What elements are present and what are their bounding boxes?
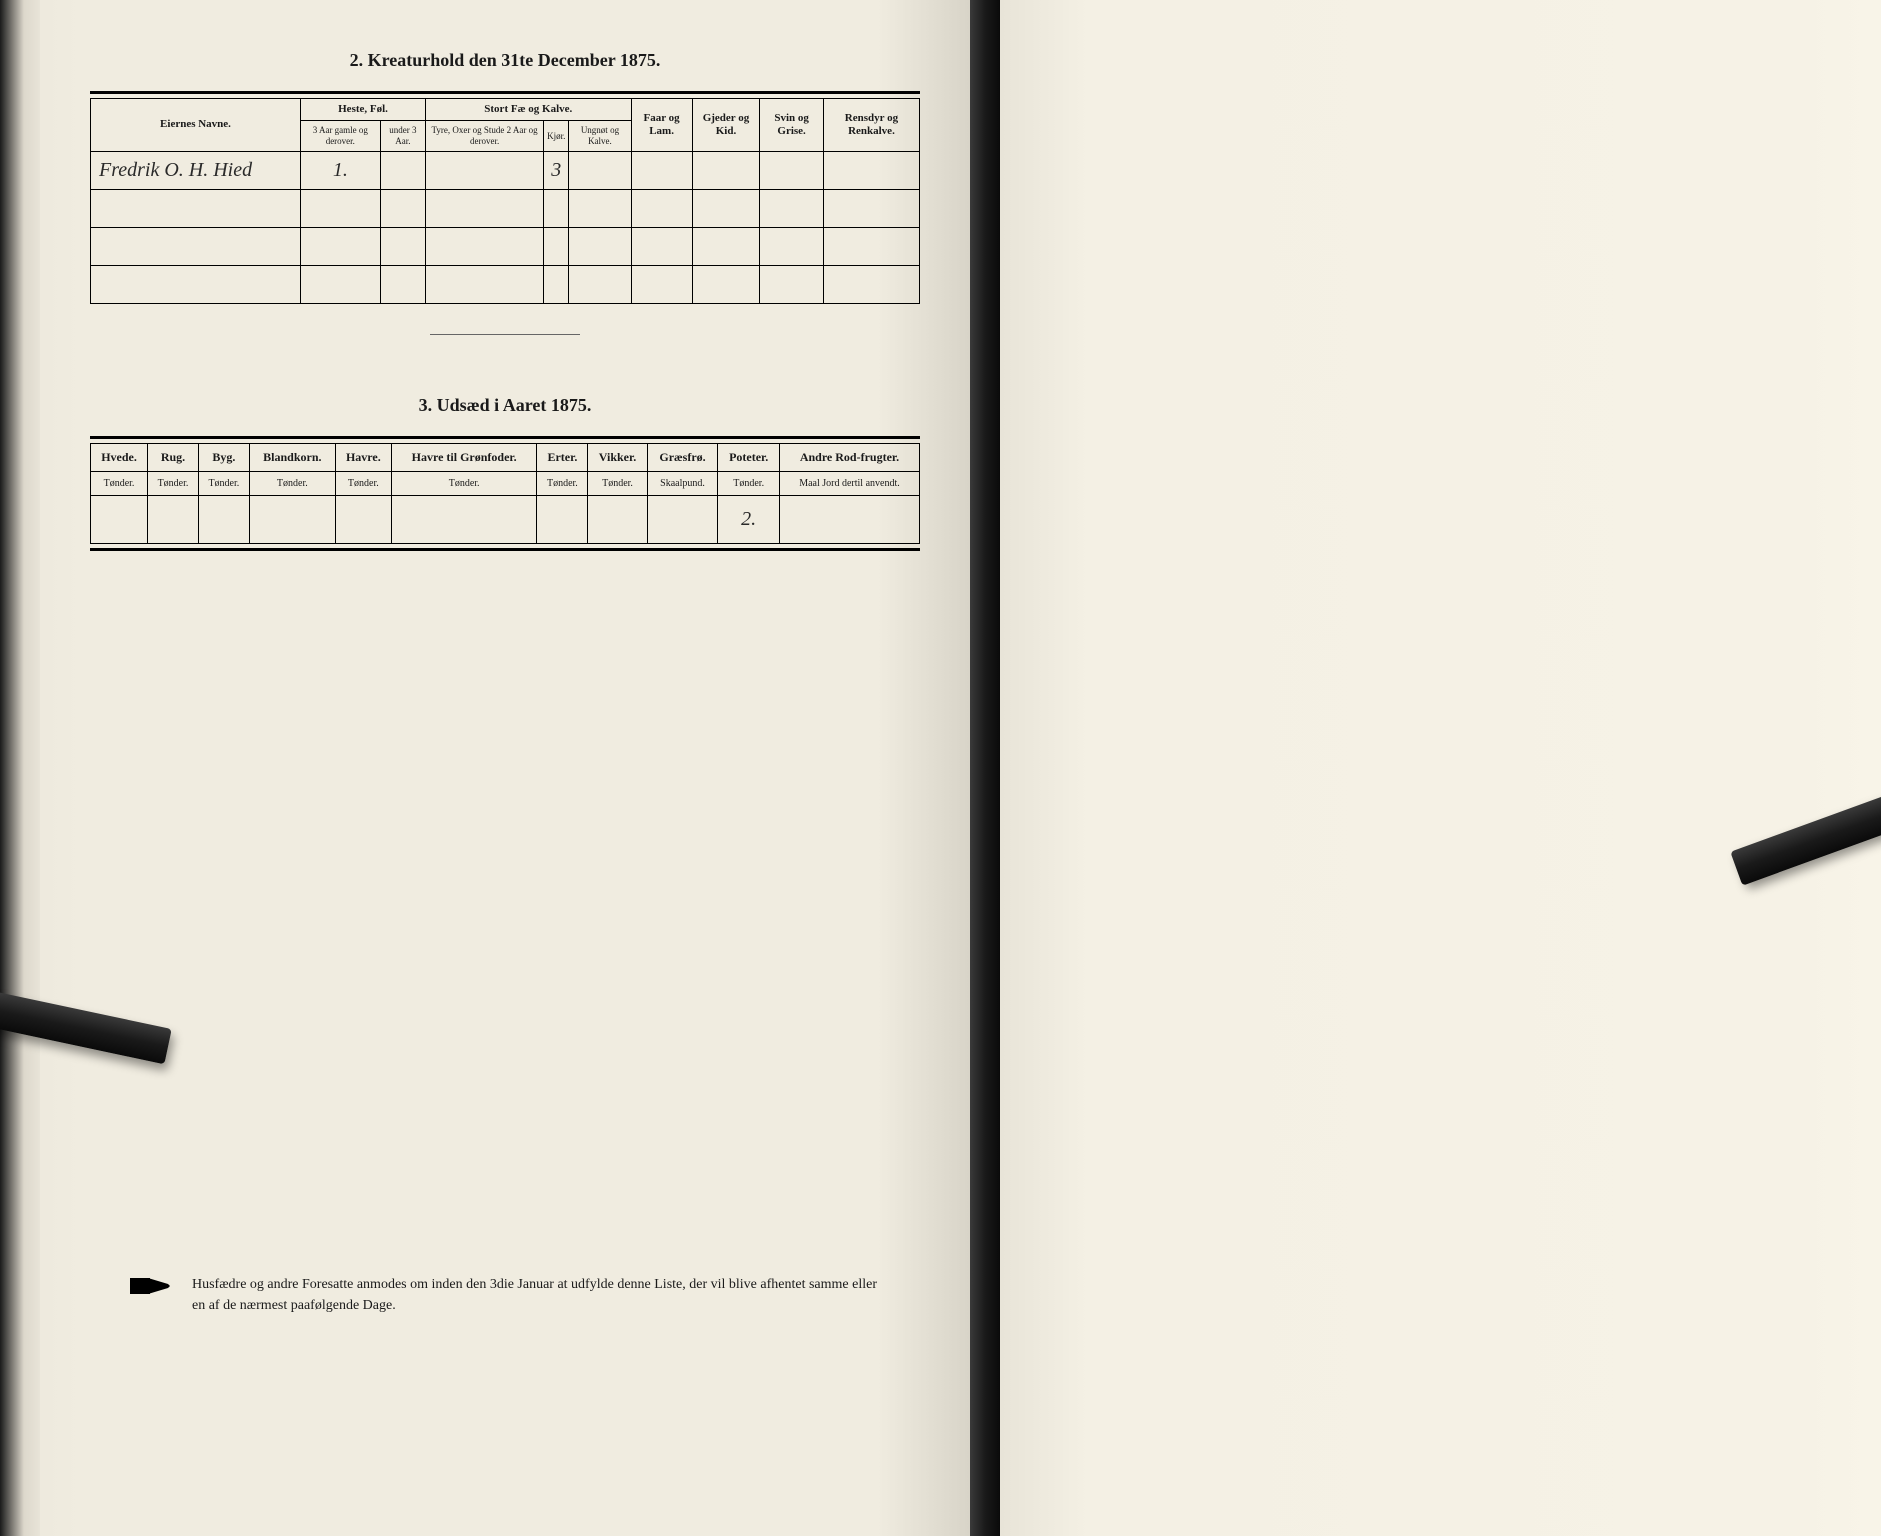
horse-value-cell: 1. (301, 151, 381, 189)
unit-cell: Tønder. (588, 471, 647, 495)
book-spread: 2. Kreaturhold den 31te December 1875. E… (0, 0, 1881, 1536)
section1-title: 2. Kreaturhold den 31te December 1875. (90, 50, 920, 71)
empty-cell (249, 495, 335, 543)
empty-cell (760, 151, 824, 189)
empty-cell (647, 495, 718, 543)
right-page (1000, 0, 1881, 1536)
col-wheat: Hvede. (91, 443, 148, 471)
unit-cell: Skaalpund. (647, 471, 718, 495)
empty-cell (631, 151, 692, 189)
empty-cell (148, 495, 199, 543)
empty-cell (692, 151, 760, 189)
table-row (91, 189, 920, 227)
unit-cell: Tønder. (537, 471, 588, 495)
owner-name-cell: Fredrik O. H. Hied (91, 151, 301, 189)
rule-top (90, 91, 920, 94)
col-other: Andre Rod-frugter. (779, 443, 919, 471)
empty-cell (426, 151, 544, 189)
pointing-hand-icon (130, 1274, 172, 1298)
rule-bottom2 (90, 548, 920, 551)
left-binding-edge (0, 0, 40, 1536)
potato-value-cell: 2. (718, 495, 780, 543)
col-peas: Erter. (537, 443, 588, 471)
section-divider (430, 334, 580, 335)
col-oats: Havre. (335, 443, 391, 471)
unit-cell: Tønder. (249, 471, 335, 495)
col-horse-3plus: 3 Aar gamle og derover. (301, 121, 381, 152)
section2-title: 3. Udsæd i Aaret 1875. (90, 395, 920, 416)
unit-cell: Tønder. (148, 471, 199, 495)
seed-table: Hvede. Rug. Byg. Blandkorn. Havre. Havre… (90, 443, 920, 544)
cow-value-cell: 3 (544, 151, 569, 189)
unit-cell: Tønder. (718, 471, 780, 495)
unit-cell: Maal Jord dertil anvendt. (779, 471, 919, 495)
col-calf: Ungnøt og Kalve. (569, 121, 631, 152)
col-cow: Kjør. (544, 121, 569, 152)
table-row (91, 265, 920, 303)
col-group-horses: Heste, Føl. (301, 99, 426, 121)
col-group-cattle: Stort Fæ og Kalve. (426, 99, 631, 121)
book-spine (970, 0, 1000, 1536)
empty-cell (569, 151, 631, 189)
col-oats-green: Havre til Grønfoder. (391, 443, 537, 471)
table-row: Fredrik O. H. Hied 1. 3 (91, 151, 920, 189)
col-pig: Svin og Grise. (760, 99, 824, 152)
col-owner: Eiernes Navne. (91, 99, 301, 152)
col-barley: Byg. (198, 443, 249, 471)
col-horse-under3: under 3 Aar. (380, 121, 425, 152)
col-mixed: Blandkorn. (249, 443, 335, 471)
seed-header-row1: Hvede. Rug. Byg. Blandkorn. Havre. Havre… (91, 443, 920, 471)
left-page: 2. Kreaturhold den 31te December 1875. E… (40, 0, 970, 1536)
col-sheep: Faar og Lam. (631, 99, 692, 152)
unit-cell: Tønder. (91, 471, 148, 495)
livestock-header-row1: Eiernes Navne. Heste, Føl. Stort Fæ og K… (91, 99, 920, 121)
unit-cell: Tønder. (335, 471, 391, 495)
col-vetch: Vikker. (588, 443, 647, 471)
col-grass: Græsfrø. (647, 443, 718, 471)
unit-cell: Tønder. (198, 471, 249, 495)
footer-note: Husfædre og andre Foresatte anmodes om i… (130, 1274, 890, 1316)
footer-text: Husfædre og andre Foresatte anmodes om i… (192, 1274, 890, 1316)
empty-cell (823, 151, 919, 189)
col-bull: Tyre, Oxer og Stude 2 Aar og derover. (426, 121, 544, 152)
col-rye: Rug. (148, 443, 199, 471)
empty-cell (380, 151, 425, 189)
col-goat: Gjeder og Kid. (692, 99, 760, 152)
seed-header-row2: Tønder. Tønder. Tønder. Tønder. Tønder. … (91, 471, 920, 495)
empty-cell (91, 495, 148, 543)
empty-cell (537, 495, 588, 543)
unit-cell: Tønder. (391, 471, 537, 495)
livestock-table: Eiernes Navne. Heste, Føl. Stort Fæ og K… (90, 98, 920, 304)
empty-cell (391, 495, 537, 543)
empty-cell (588, 495, 647, 543)
rule-top2 (90, 436, 920, 439)
empty-cell (779, 495, 919, 543)
empty-cell (198, 495, 249, 543)
table-row (91, 227, 920, 265)
col-potato: Poteter. (718, 443, 780, 471)
empty-cell (335, 495, 391, 543)
col-reindeer: Rensdyr og Renkalve. (823, 99, 919, 152)
table-row: 2. (91, 495, 920, 543)
